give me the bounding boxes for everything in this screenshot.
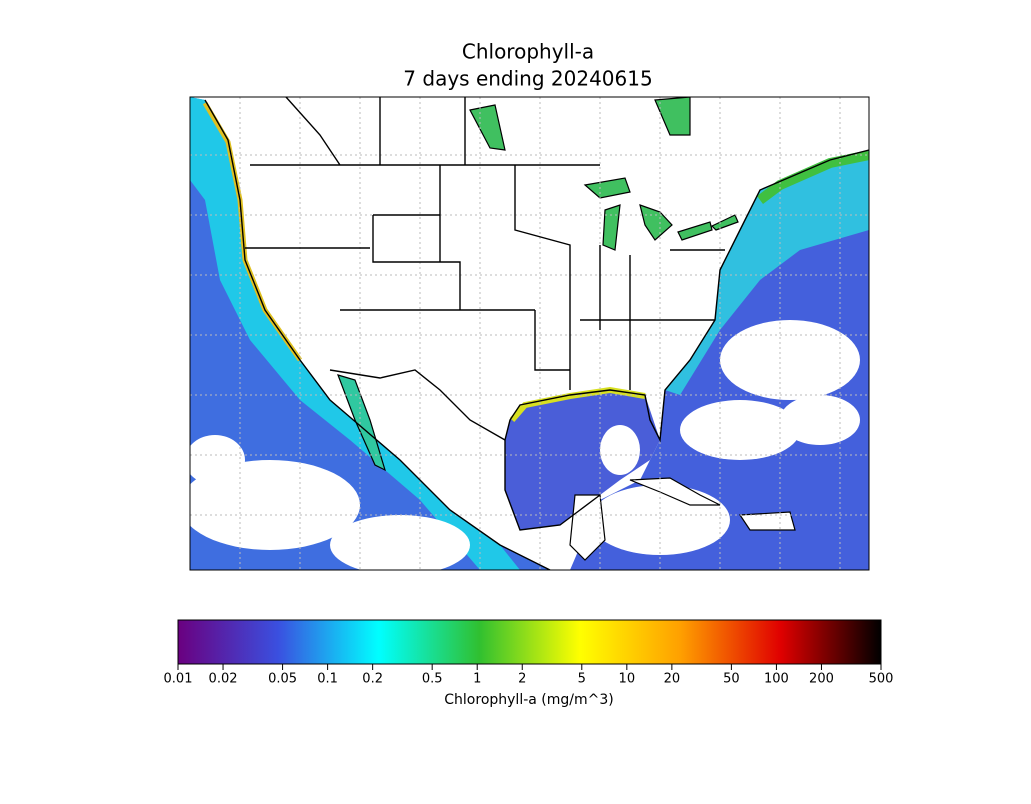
atlantic-shelf bbox=[665, 150, 869, 395]
tick-label: 10 bbox=[619, 672, 636, 687]
subtitle: 7 days ending 20240615 bbox=[403, 67, 652, 91]
gulf-of-mexico bbox=[505, 390, 660, 530]
tick-label: 0.01 bbox=[164, 672, 193, 687]
coastline bbox=[204, 99, 869, 570]
tick-label: 20 bbox=[664, 672, 681, 687]
tick-label: 2 bbox=[518, 672, 526, 687]
tick-label: 5 bbox=[578, 672, 586, 687]
tick-label: 0.5 bbox=[422, 672, 443, 687]
tick-label: 500 bbox=[869, 672, 894, 687]
northeast-bloom bbox=[757, 150, 869, 204]
tick-label: 0.1 bbox=[317, 672, 338, 687]
graticule bbox=[190, 97, 869, 570]
tick-label: 0.05 bbox=[268, 672, 297, 687]
pacific-coastal bbox=[190, 97, 520, 570]
borders bbox=[245, 97, 725, 441]
tick-label: 1 bbox=[473, 672, 481, 687]
colorbar-label: Chlorophyll-a (mg/m^3) bbox=[444, 692, 613, 708]
tick-label: 50 bbox=[723, 672, 740, 687]
atlantic-ocean bbox=[570, 150, 869, 570]
great-lakes bbox=[469, 97, 739, 251]
map-frame bbox=[189, 96, 870, 571]
title: Chlorophyll-a bbox=[462, 40, 594, 64]
map bbox=[190, 97, 869, 570]
tick-label: 0.2 bbox=[362, 672, 383, 687]
tick-label: 200 bbox=[809, 672, 834, 687]
tick-label: 0.02 bbox=[209, 672, 238, 687]
colorbar bbox=[177, 619, 882, 665]
gulf-of-california bbox=[337, 374, 386, 472]
tick-label: 100 bbox=[764, 672, 789, 687]
pacific-ocean bbox=[190, 97, 550, 570]
